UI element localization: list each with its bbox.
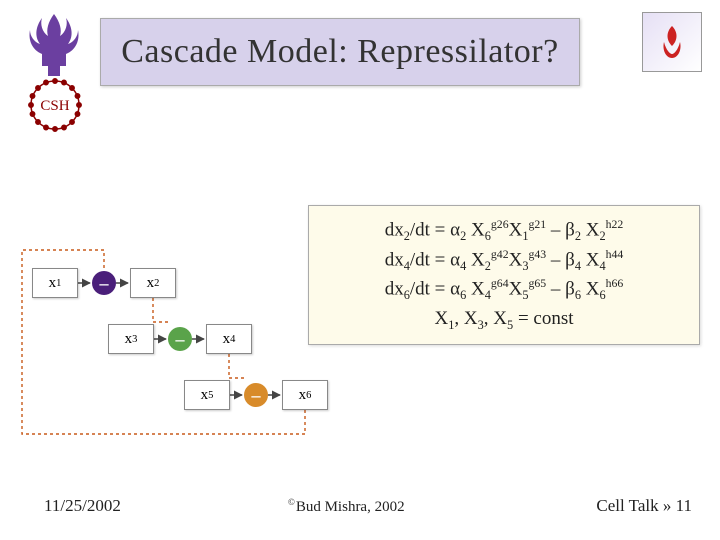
repress-1-icon: – — [92, 271, 116, 295]
node-x2: x2 — [130, 268, 176, 298]
equation-4: X1, X3, X5 = const — [315, 305, 693, 334]
csh-badge: CSH — [20, 76, 90, 134]
equation-2: dx4/dt = α4 X2g42X3g43 – β4 X4h44 — [315, 246, 693, 276]
title-bar: Cascade Model: Repressilator? — [100, 18, 580, 86]
node-x6: x6 — [282, 380, 328, 410]
equations-box: dx2/dt = α2 X6g26X1g21 – β2 X2h22 dx4/dt… — [308, 205, 700, 345]
equation-3: dx6/dt = α6 X4g64X5g65 – β6 X6h66 — [315, 275, 693, 305]
csh-text: CSH — [40, 98, 69, 114]
node-x4: x4 — [206, 324, 252, 354]
repress-2-icon: – — [168, 327, 192, 351]
node-x1: x1 — [32, 268, 78, 298]
footer-slide-number: Cell Talk » 11 — [596, 496, 692, 516]
footer-date: 11/25/2002 — [44, 496, 121, 516]
page-title: Cascade Model: Repressilator? — [121, 33, 558, 71]
repress-3-icon: – — [244, 383, 268, 407]
node-x3: x3 — [108, 324, 154, 354]
right-logo — [642, 12, 702, 72]
equation-1: dx2/dt = α2 X6g26X1g21 – β2 X2h22 — [315, 216, 693, 246]
node-x5: x5 — [184, 380, 230, 410]
footer-author: Bud Mishra, 2002 — [288, 499, 405, 516]
